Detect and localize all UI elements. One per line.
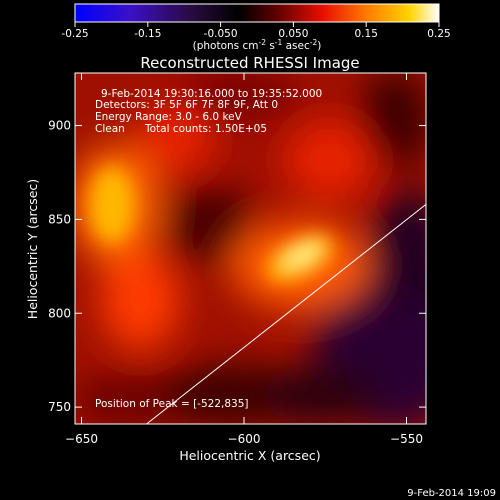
colorbar-tick-label: 0.25 xyxy=(427,28,450,40)
x-axis-label: Heliocentric X (arcsec) xyxy=(179,448,320,463)
colorbar-tick-label: -0.25 xyxy=(61,28,88,40)
heatmap-image xyxy=(75,73,426,424)
footer-date: 9-Feb-2014 19:09 xyxy=(407,488,496,499)
colorbar xyxy=(74,3,440,23)
solar-limb-line xyxy=(146,203,426,424)
x-tick-label: −550 xyxy=(390,432,423,446)
chart-title: Reconstructed RHESSI Image xyxy=(140,54,359,72)
y-tick-label: 900 xyxy=(48,119,71,133)
y-tick-label: 750 xyxy=(48,400,71,414)
colorbar-tick-label: -0.050 xyxy=(204,28,238,40)
info-method: Clean xyxy=(95,123,125,135)
info-detectors: Detectors: 3F 5F 6F 7F 8F 9F, Att 0 xyxy=(95,99,278,111)
y-tick-label: 850 xyxy=(48,212,71,226)
x-tick-label: −650 xyxy=(65,432,98,446)
colorbar-tick-label: -0.15 xyxy=(134,28,161,40)
colorbar-unit-label: (photons cm-2 s-1 asec-2) xyxy=(193,38,322,52)
axis-ticks: −650−600−550−500750800850900 xyxy=(48,73,426,446)
colorbar-tick-label: 0.050 xyxy=(278,28,308,40)
peak-position-label: Position of Peak = [-522,835] xyxy=(95,398,249,410)
info-energy-range: Energy Range: 3.0 - 6.0 keV xyxy=(95,111,243,123)
x-tick-label: −600 xyxy=(228,432,261,446)
y-tick-label: 800 xyxy=(48,306,71,320)
plot-frame xyxy=(74,72,427,425)
info-total-counts: Total counts: 1.50E+05 xyxy=(144,123,267,135)
colorbar-tick-label: 0.15 xyxy=(355,28,378,40)
y-axis-label: Heliocentric Y (arcsec) xyxy=(25,179,40,319)
info-time-range: 9-Feb-2014 19:30:16.000 to 19:35:52.000 xyxy=(101,88,322,100)
colorbar-ticks: -0.25 -0.15 -0.050 0.050 0.15 0.25 xyxy=(61,22,451,40)
